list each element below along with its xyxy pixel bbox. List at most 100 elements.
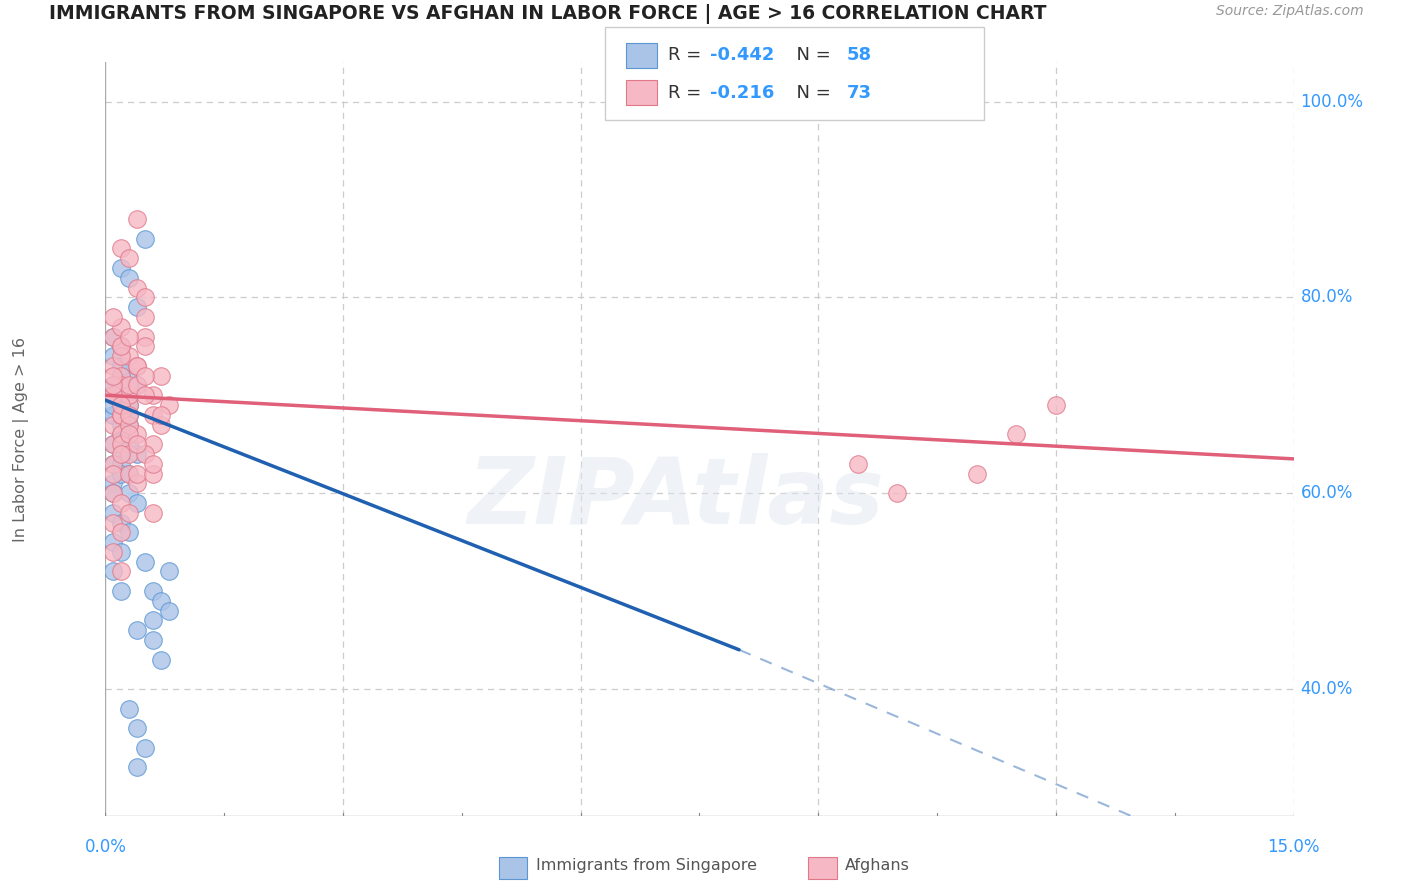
Point — [118, 329, 141, 343]
Point — [134, 555, 156, 569]
Point — [110, 427, 132, 442]
Point — [103, 368, 125, 383]
Point — [110, 496, 132, 510]
Point — [110, 467, 132, 481]
Text: 100.0%: 100.0% — [1301, 93, 1364, 111]
Point — [103, 398, 125, 412]
Point — [103, 506, 125, 520]
Point — [118, 408, 141, 422]
Point — [134, 339, 156, 353]
Point — [157, 604, 180, 618]
Point — [110, 368, 132, 383]
Point — [134, 232, 156, 246]
Point — [1005, 427, 1028, 442]
Text: IMMIGRANTS FROM SINGAPORE VS AFGHAN IN LABOR FORCE | AGE > 16 CORRELATION CHART: IMMIGRANTS FROM SINGAPORE VS AFGHAN IN L… — [49, 4, 1046, 24]
Text: -0.216: -0.216 — [710, 84, 775, 102]
Point — [127, 623, 149, 637]
Point — [142, 437, 165, 451]
Point — [110, 260, 132, 275]
Point — [142, 457, 165, 471]
Text: Source: ZipAtlas.com: Source: ZipAtlas.com — [1216, 4, 1364, 19]
Point — [127, 378, 149, 392]
Point — [110, 447, 132, 461]
Point — [110, 339, 132, 353]
Point — [118, 398, 141, 412]
Point — [118, 398, 141, 412]
Point — [886, 486, 908, 500]
Point — [110, 457, 132, 471]
Text: N =: N = — [785, 84, 837, 102]
Point — [157, 565, 180, 579]
Point — [134, 290, 156, 304]
Point — [149, 417, 172, 432]
Text: -0.442: -0.442 — [710, 46, 775, 64]
Point — [118, 388, 141, 402]
Point — [110, 339, 132, 353]
Point — [103, 378, 125, 392]
Point — [103, 329, 125, 343]
Point — [127, 437, 149, 451]
Point — [110, 565, 132, 579]
Point — [118, 486, 141, 500]
Point — [142, 584, 165, 599]
Text: ZIPAtlas: ZIPAtlas — [467, 453, 884, 543]
Point — [103, 457, 125, 471]
Point — [134, 329, 156, 343]
Text: R =: R = — [668, 84, 707, 102]
Point — [110, 242, 132, 256]
Point — [103, 437, 125, 451]
Point — [110, 339, 132, 353]
Point — [134, 368, 156, 383]
Point — [103, 486, 125, 500]
Point — [142, 467, 165, 481]
Point — [966, 467, 988, 481]
Point — [127, 427, 149, 442]
Point — [118, 349, 141, 363]
Point — [103, 535, 125, 549]
Point — [127, 359, 149, 373]
Point — [110, 398, 132, 412]
Point — [103, 437, 125, 451]
Point — [118, 506, 141, 520]
Point — [1045, 398, 1067, 412]
Point — [127, 721, 149, 735]
Point — [103, 310, 125, 324]
Point — [134, 310, 156, 324]
Point — [118, 701, 141, 715]
Point — [142, 632, 165, 647]
Point — [103, 359, 125, 373]
Point — [110, 584, 132, 599]
Text: 73: 73 — [846, 84, 872, 102]
Text: Afghans: Afghans — [845, 858, 910, 872]
Text: Immigrants from Singapore: Immigrants from Singapore — [536, 858, 756, 872]
Point — [118, 417, 141, 432]
Point — [127, 496, 149, 510]
Point — [110, 398, 132, 412]
Point — [103, 329, 125, 343]
Point — [110, 437, 132, 451]
Point — [118, 368, 141, 383]
Text: 80.0%: 80.0% — [1301, 288, 1353, 306]
Point — [127, 476, 149, 491]
Point — [110, 417, 132, 432]
Point — [103, 408, 125, 422]
Point — [103, 349, 125, 363]
Point — [142, 506, 165, 520]
Point — [118, 437, 141, 451]
Point — [103, 565, 125, 579]
Point — [110, 427, 132, 442]
Point — [142, 408, 165, 422]
Point — [110, 378, 132, 392]
Point — [134, 447, 156, 461]
Point — [118, 408, 141, 422]
Point — [127, 467, 149, 481]
Point — [110, 349, 132, 363]
Point — [118, 467, 141, 481]
Point — [127, 447, 149, 461]
Point — [118, 525, 141, 540]
Text: 40.0%: 40.0% — [1301, 680, 1353, 698]
Point — [103, 486, 125, 500]
Point — [110, 447, 132, 461]
Point — [103, 516, 125, 530]
Text: 58: 58 — [846, 46, 872, 64]
